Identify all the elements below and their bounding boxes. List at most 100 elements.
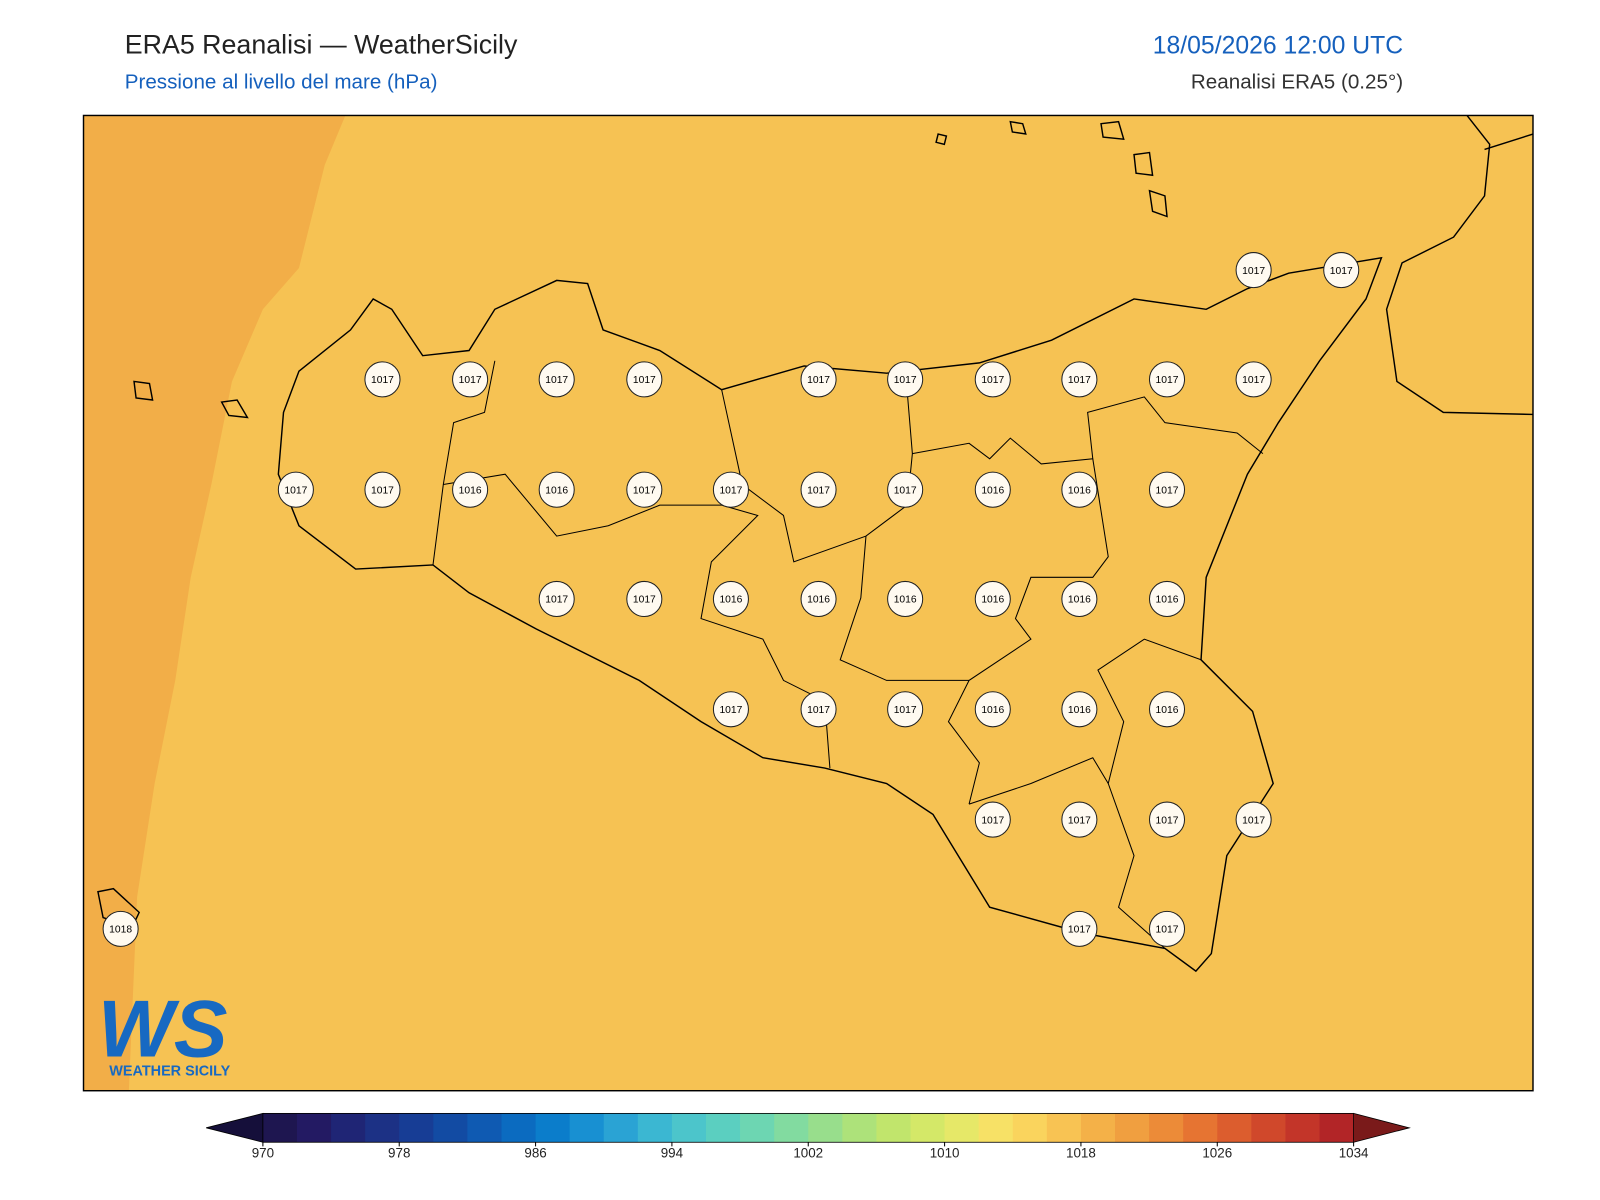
station-label: 1017 (1330, 266, 1353, 277)
colorbar-tick-label: 1034 (1339, 1146, 1369, 1161)
colorbar-bin (740, 1113, 775, 1143)
colorbar-bin (296, 1113, 332, 1143)
station-label: 1017 (1156, 815, 1179, 826)
station-marker (1061, 910, 1098, 947)
station-label: 1016 (981, 705, 1004, 716)
station-label: 1016 (1068, 705, 1091, 716)
colorbar-bin (1183, 1113, 1218, 1143)
station-marker (1148, 801, 1186, 838)
station-label: 1017 (1156, 485, 1179, 496)
colorbar-tick-label: 1018 (1066, 1146, 1096, 1161)
station-label: 1017 (719, 705, 742, 716)
datetime: 18/05/2026 12:00 UTC (1153, 33, 1403, 60)
station-marker (626, 361, 663, 398)
station-marker (712, 691, 749, 728)
station-label: 1017 (1242, 815, 1265, 826)
station-marker (974, 691, 1011, 728)
station-label: 1016 (1068, 485, 1091, 496)
station-label: 1016 (894, 595, 917, 606)
colorbar-bin (978, 1113, 1014, 1143)
colorbar: 970 978 986 994 1002 1010 1018 1026 1034 (206, 1112, 1411, 1161)
source: Reanalisi ERA5 (0.25°) (1191, 71, 1403, 94)
colorbar-bin (842, 1113, 877, 1143)
station-label: 1017 (807, 375, 830, 386)
station-marker (1235, 361, 1272, 398)
colorbar-tick-label: 970 (252, 1146, 274, 1161)
station-label: 1016 (807, 595, 830, 606)
colorbar-bin (671, 1113, 707, 1143)
station-marker (1061, 361, 1098, 398)
colorbar-bin (1012, 1113, 1048, 1143)
station-label: 1017 (545, 595, 568, 606)
station-marker (974, 471, 1011, 508)
colorbar-bin (467, 1113, 502, 1143)
region-borders (432, 360, 1264, 949)
station-label: 1016 (981, 595, 1004, 606)
colorbar-tick-label: 1010 (930, 1146, 960, 1161)
station-label: 1017 (807, 705, 830, 716)
station-marker (1061, 801, 1098, 838)
logo-mark: WS (98, 985, 228, 1075)
station-marker (800, 580, 837, 618)
station-marker (800, 471, 837, 508)
station-marker (800, 361, 837, 398)
station-label: 1017 (371, 375, 394, 386)
colorbar-tick-label: 986 (524, 1146, 546, 1161)
station-marker (974, 580, 1011, 618)
station-marker (452, 361, 489, 398)
station-marker (1235, 801, 1272, 838)
colorbar-bin (331, 1113, 366, 1143)
colorbar-bin (910, 1113, 946, 1143)
station-label: 1017 (633, 485, 656, 496)
station-label: 1016 (719, 595, 742, 606)
colorbar-tick-label: 1002 (793, 1146, 823, 1161)
station-marker (1061, 580, 1098, 618)
subtitle: Pressione al livello del mare (hPa) (125, 71, 438, 94)
station-label: 1016 (1156, 595, 1179, 606)
title: ERA5 Reanalisi — WeatherSicily (125, 30, 518, 60)
station-marker (712, 580, 749, 618)
station-marker (626, 580, 663, 618)
station-marker (1148, 910, 1186, 947)
station-label: 1017 (1068, 925, 1091, 936)
colorbar-bin (1149, 1113, 1184, 1143)
station-marker (626, 471, 663, 508)
station-marker (538, 580, 575, 618)
station-marker (887, 361, 924, 398)
station-marker (1148, 580, 1186, 618)
colorbar-bin (808, 1113, 843, 1143)
map-area: 1017 1017 1017 1017 1017 1017 1017 1017 1017 1017… (82, 114, 1534, 1092)
station-label: 1017 (284, 485, 307, 496)
station-label: 1017 (633, 595, 656, 606)
station-label: 1017 (545, 375, 568, 386)
station-marker (1323, 252, 1360, 289)
colorbar-bin (569, 1113, 605, 1143)
colorbar-bin (262, 1113, 298, 1143)
station-label: 1016 (545, 485, 568, 496)
station-marker (887, 580, 924, 618)
station-label: 1017 (459, 375, 482, 386)
station-label: 1017 (894, 485, 917, 496)
colorbar-bin (1285, 1113, 1321, 1143)
station-label: 1017 (1156, 375, 1179, 386)
station-marker (452, 471, 489, 508)
station-marker (1148, 361, 1186, 398)
station-label: 1016 (1156, 705, 1179, 716)
station-label: 1017 (981, 375, 1004, 386)
colorbar-bin (433, 1113, 468, 1143)
map-frame (82, 114, 1534, 1092)
colorbar-bin (1217, 1113, 1252, 1143)
station-marker (800, 691, 837, 728)
station-marker (712, 471, 749, 508)
colorbar-tick-label: 1026 (1202, 1146, 1232, 1161)
colorbar-bin (876, 1113, 912, 1143)
station-marker (538, 471, 575, 508)
station-marker (364, 471, 401, 508)
station-marker (1148, 471, 1186, 508)
colorbar-bin (705, 1113, 741, 1143)
colorbar-extend-under (206, 1112, 264, 1143)
station-label: 1017 (807, 485, 830, 496)
station-label: 1017 (981, 815, 1004, 826)
station-marker (1061, 471, 1098, 508)
